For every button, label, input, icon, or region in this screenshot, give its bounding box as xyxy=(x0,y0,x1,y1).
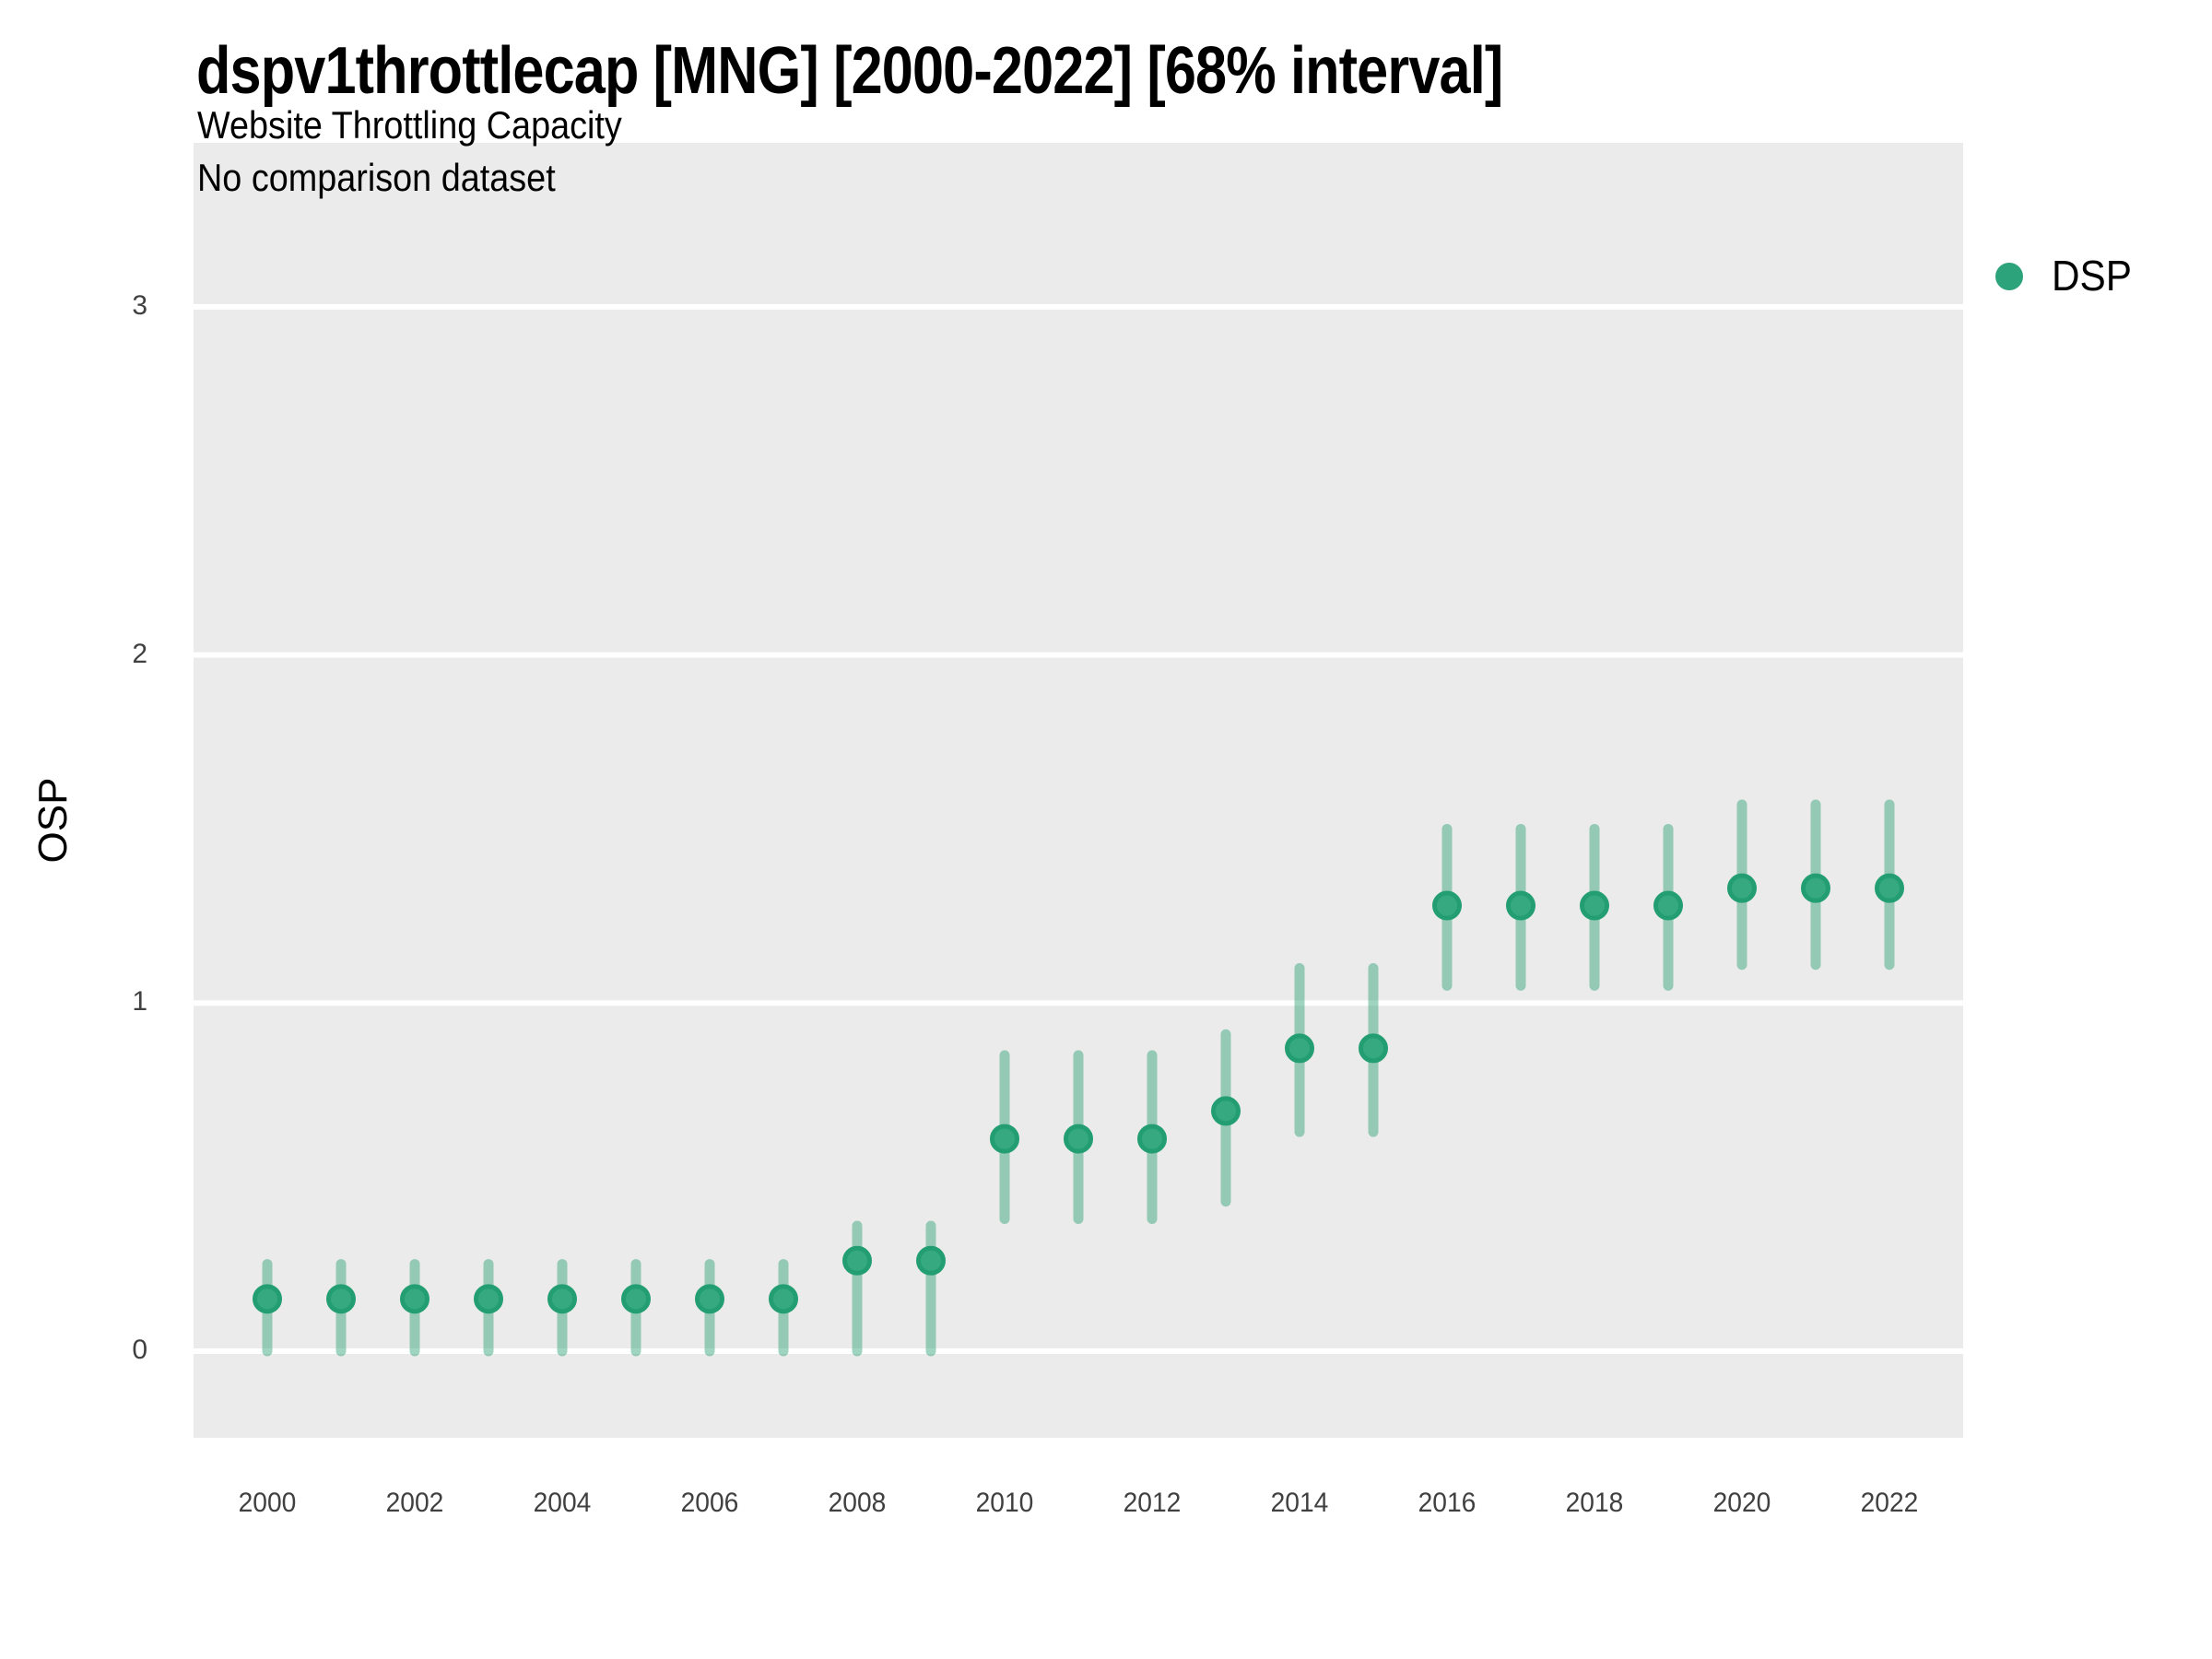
y-axis-title: OSP xyxy=(30,777,76,864)
data-point-2004 xyxy=(547,1284,577,1314)
data-point-2011 xyxy=(1064,1124,1093,1154)
x-tick-label-2012: 2012 xyxy=(1123,1488,1182,1518)
gridline-y-0 xyxy=(194,1348,1963,1354)
gridline-y-1 xyxy=(194,1000,1963,1006)
x-tick-label-2004: 2004 xyxy=(533,1488,592,1518)
data-point-2020 xyxy=(1727,873,1757,903)
data-point-2005 xyxy=(621,1284,651,1314)
x-tick-label-2002: 2002 xyxy=(385,1488,444,1518)
data-point-2003 xyxy=(474,1284,503,1314)
data-point-2010 xyxy=(990,1124,1019,1154)
data-point-2013 xyxy=(1211,1096,1241,1126)
legend-key-dot xyxy=(1995,263,2023,290)
data-point-2017 xyxy=(1506,890,1535,921)
x-tick-label-2022: 2022 xyxy=(1860,1488,1919,1518)
x-tick-label-2006: 2006 xyxy=(680,1488,739,1518)
chart-title: dspv1throttlecap [MNG] [2000-2022] [68% … xyxy=(196,34,1503,108)
data-point-2018 xyxy=(1580,890,1609,921)
x-tick-label-2014: 2014 xyxy=(1270,1488,1329,1518)
data-point-2022 xyxy=(1875,873,1904,903)
x-tick-label-2020: 2020 xyxy=(1712,1488,1771,1518)
data-point-2000 xyxy=(253,1284,282,1314)
data-point-2016 xyxy=(1432,890,1462,921)
y-tick-label-1: 1 xyxy=(132,986,147,1018)
data-point-2007 xyxy=(769,1284,798,1314)
chart-note: No comparison dataset xyxy=(197,156,556,199)
legend-label: DSP xyxy=(2052,251,2133,300)
x-tick-label-2010: 2010 xyxy=(975,1488,1034,1518)
y-tick-label-2: 2 xyxy=(132,638,147,669)
gridline-y-3 xyxy=(194,303,1963,310)
plot-panel xyxy=(194,143,1963,1438)
x-tick-label-2016: 2016 xyxy=(1418,1488,1477,1518)
x-tick-label-2000: 2000 xyxy=(238,1488,297,1518)
data-point-2002 xyxy=(400,1284,429,1314)
data-point-2014 xyxy=(1285,1033,1314,1064)
data-point-2008 xyxy=(842,1245,872,1276)
x-tick-label-2018: 2018 xyxy=(1565,1488,1624,1518)
data-point-2006 xyxy=(695,1284,724,1314)
gridline-y-2 xyxy=(194,652,1963,658)
y-tick-label-3: 3 xyxy=(132,289,147,321)
data-point-2021 xyxy=(1801,873,1830,903)
data-point-2001 xyxy=(326,1284,356,1314)
data-point-2015 xyxy=(1359,1033,1388,1064)
data-point-2012 xyxy=(1137,1124,1167,1154)
data-point-2009 xyxy=(916,1245,946,1276)
chart-subtitle: Website Throttling Capacity xyxy=(197,103,622,147)
y-tick-label-0: 0 xyxy=(132,1335,147,1365)
data-point-2019 xyxy=(1653,890,1683,921)
x-tick-label-2008: 2008 xyxy=(828,1488,887,1518)
